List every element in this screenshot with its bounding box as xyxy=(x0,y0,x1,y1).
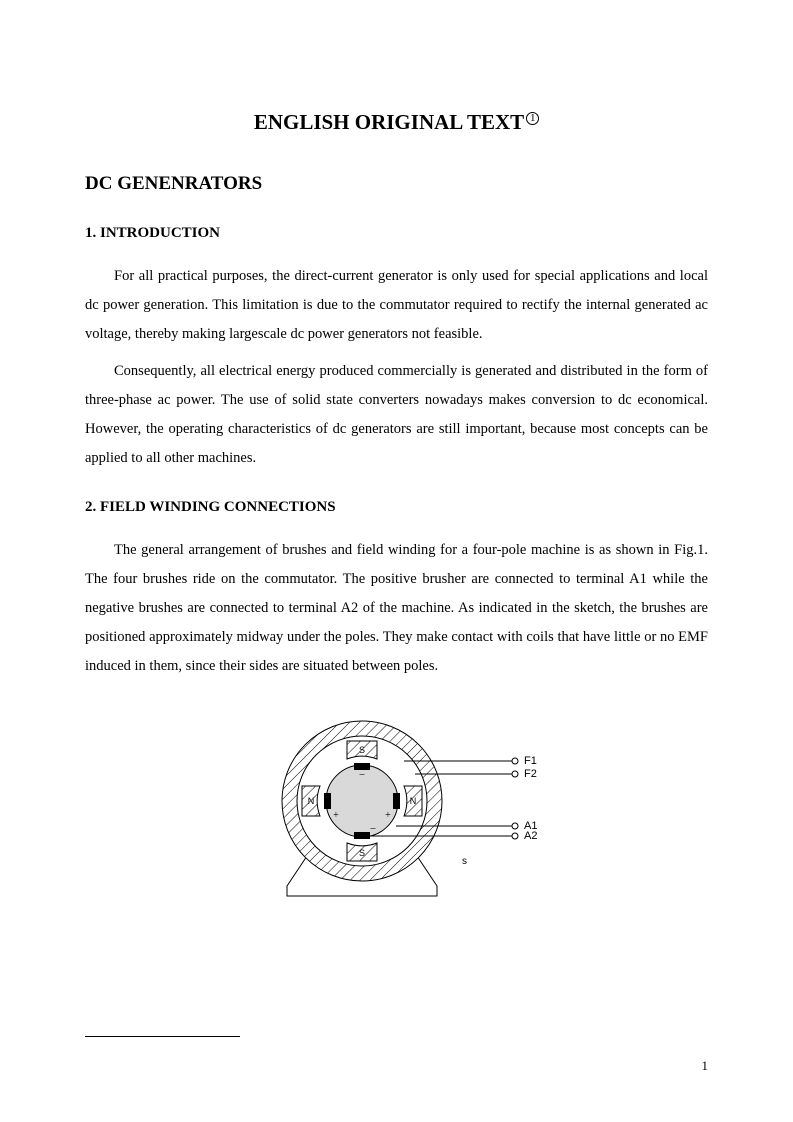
figure-container: S S N N + + − − F1 F2 A1 A2 s xyxy=(85,701,708,906)
label-n-left: N xyxy=(307,796,314,806)
section1-para2: Consequently, all electrical energy prod… xyxy=(85,357,708,473)
title-text: ENGLISH ORIGINAL TEXT xyxy=(254,110,524,134)
section2-heading: 2. FIELD WINDING CONNECTIONS xyxy=(85,499,708,516)
footnote-divider xyxy=(85,1036,240,1037)
terminal-f1 xyxy=(512,758,518,764)
brush-left xyxy=(324,793,331,809)
dc-machine-diagram: S S N N + + − − F1 F2 A1 A2 s xyxy=(232,701,562,901)
label-s-bottom: S xyxy=(358,848,364,858)
document-title: ENGLISH ORIGINAL TEXT1 xyxy=(85,110,708,135)
label-n-right: N xyxy=(409,796,416,806)
page-number: 1 xyxy=(702,1058,709,1074)
terminal-f2 xyxy=(512,771,518,777)
label-f2: F2 xyxy=(524,768,537,780)
brush-right xyxy=(393,793,400,809)
brush-bottom xyxy=(354,832,370,839)
plus-left: + xyxy=(333,810,339,821)
plus-right: + xyxy=(385,810,391,821)
minus-top: − xyxy=(358,769,364,781)
title-superscript: 1 xyxy=(526,112,539,125)
section1-heading: 1. INTRODUCTION xyxy=(85,225,708,242)
heading-main: DC GENENRATORS xyxy=(85,173,708,195)
label-a2: A2 xyxy=(524,830,537,842)
minus-bottom: − xyxy=(369,823,375,835)
section2-para1: The general arrangement of brushes and f… xyxy=(85,536,708,681)
label-s-outer: s xyxy=(462,856,467,867)
terminal-a2 xyxy=(512,833,518,839)
label-s-top: S xyxy=(358,745,364,755)
terminal-a1 xyxy=(512,823,518,829)
section1-para1: For all practical purposes, the direct-c… xyxy=(85,262,708,349)
label-f1: F1 xyxy=(524,755,537,767)
